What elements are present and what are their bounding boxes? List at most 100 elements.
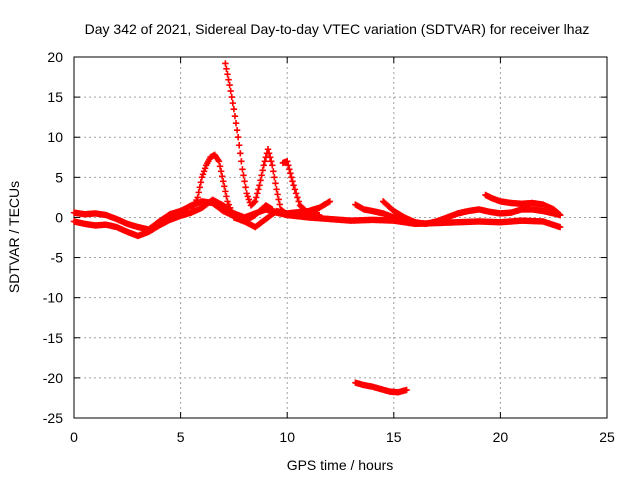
data-point [288,174,295,181]
data-point [196,184,203,191]
data-point [242,184,249,191]
data-point [222,188,229,195]
data-point [239,166,246,173]
series-late-lower [454,206,564,219]
series-steep-arc [222,60,302,220]
y-axis-label: SDTVAR / TECUs [6,181,22,293]
data-point [259,167,266,174]
data-point [195,189,202,196]
data-point [403,386,410,394]
data-point [291,186,299,193]
data-point [315,211,323,219]
data-point [266,154,274,161]
y-tick-label: -25 [43,410,63,426]
tick-labels: 0 5 10 15 20 25 20 15 10 5 0 -5 -10 -15 -20 -25 [43,49,615,445]
data-point [250,199,258,206]
data-point [224,71,231,78]
data-point [243,190,250,197]
data-point [272,180,279,187]
series-negative-segment [352,379,410,396]
data-point [265,150,273,157]
data-point [233,127,241,134]
x-tick-label: 10 [279,429,295,445]
data-point [257,177,264,184]
data-point [241,178,248,185]
data-point [221,183,228,190]
x-axis-label: GPS time / hours [287,457,394,473]
data-point [216,163,224,170]
data-point [271,174,278,181]
data-point [228,207,235,215]
data-point [556,211,564,219]
data-point [229,211,236,218]
y-tick-label: 10 [47,129,63,145]
data-point [194,194,201,201]
data-point [261,158,269,165]
x-tick-label: 5 [177,429,185,445]
data-point [270,168,277,175]
chart-title: Day 342 of 2021, Sidereal Day-to-day VTE… [85,21,590,37]
data-point [236,142,243,149]
data-point [556,223,564,231]
x-tick-label: 15 [386,429,402,445]
data-point [269,206,276,213]
data-point [244,193,251,200]
axes-layer [73,56,608,419]
data-point [201,165,209,172]
data-point [260,162,267,169]
data-point [228,93,235,101]
data-point [286,166,293,173]
data-point [224,198,231,205]
y-tick-label: -20 [43,370,63,386]
plot-frame [73,56,608,419]
data-point [215,158,223,165]
data-point [258,172,265,179]
data-point [238,158,245,165]
data-point [276,201,283,208]
data-point [255,186,262,193]
data-point [200,168,208,175]
y-tick-label: 5 [55,169,63,185]
x-tick-label: 25 [599,429,615,445]
series-mid-spike [279,158,323,219]
data-point [240,172,247,179]
y-tick-label: -5 [51,250,64,266]
data-point [294,212,302,220]
data-point [218,173,226,180]
data-point [232,119,240,127]
data-point [223,193,230,200]
data-point [290,182,297,189]
data-point [275,196,282,203]
grid-layer [74,57,607,418]
data-point [326,198,334,205]
data-point [237,150,244,157]
data-point [220,178,227,185]
series-late-arc [482,191,564,219]
data-point [225,201,232,208]
data-point [229,99,237,107]
data-point [269,162,276,169]
data-point [222,60,229,67]
data-point [226,204,234,212]
data-point [294,194,301,201]
data-point [197,179,205,186]
data-point [254,190,261,197]
data-point [268,158,275,165]
series-short-segment-1 [352,201,408,224]
series-peak-dense [188,151,276,225]
points-layer [70,60,564,396]
x-tick-label: 0 [70,429,78,445]
data-point [230,105,238,113]
data-point [226,81,233,89]
data-point [289,178,296,185]
data-point [198,174,206,181]
y-tick-label: -15 [43,330,63,346]
data-point [217,168,225,175]
data-point [225,76,232,83]
y-tick-label: 15 [47,89,63,105]
data-point [273,186,280,193]
data-point [274,191,281,198]
data-point [256,182,263,189]
data-point [287,170,294,177]
